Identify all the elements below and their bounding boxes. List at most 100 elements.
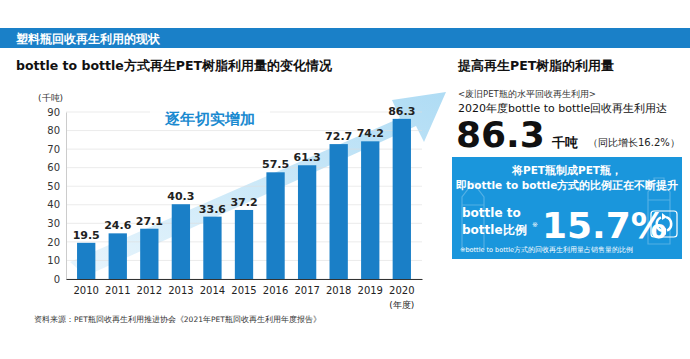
tick-label: 70 (47, 144, 60, 155)
ratio-box-bg (452, 157, 682, 259)
tick-label: 2017 (294, 285, 319, 296)
tick: 2015 (231, 279, 256, 296)
data-label: 40.3 (167, 190, 194, 203)
tick: 2018 (326, 279, 351, 296)
tick-label: 2016 (263, 285, 288, 296)
tick-label: 2012 (137, 285, 162, 296)
tick-label: 80 (47, 125, 60, 136)
bar (235, 210, 253, 279)
tick-label: 90 (47, 107, 60, 118)
icon-frame (651, 211, 677, 237)
tick-label: 60 (47, 162, 60, 173)
box-line: 将PET瓶制成PET瓶， (511, 164, 622, 176)
bar (298, 165, 316, 279)
tick: 2016 (263, 279, 288, 296)
tick: 0 (54, 274, 66, 285)
data-label: 33.6 (199, 203, 226, 216)
icon-head (662, 213, 667, 220)
page: 塑料瓶回收再生利用的现状 bottle to bottle方式再生PET树脂利用量… (0, 0, 690, 359)
tick-label: 30 (47, 218, 60, 229)
ratio-value: 15.7% (542, 205, 667, 246)
tick-label: 2013 (168, 285, 193, 296)
x-axis: 2010 2011 2012 2013 2014 2015 2016 2017 2018 2019… (67, 279, 423, 296)
tick-label: 0 (54, 274, 60, 285)
source: 资料来源：PET瓶回收再生利用推进协会《2021年PET瓶回收再生利用年度报告》 (34, 315, 321, 324)
recycle-icon (651, 211, 677, 237)
tick: 2019 (358, 279, 383, 296)
annotation: 逐年切实增加 (150, 106, 270, 130)
data-label: 19.5 (73, 229, 100, 242)
tick: 2011 (105, 279, 130, 296)
annotation-text: 逐年切实增加 (164, 110, 255, 128)
tick: 2010 (73, 279, 98, 296)
tick: 40 (47, 199, 66, 210)
data-label: 37.2 (230, 196, 257, 209)
tick: 70 (47, 144, 66, 155)
data-label: 61.3 (294, 151, 321, 164)
bar (77, 243, 95, 279)
bar (203, 217, 221, 279)
bar (266, 172, 284, 279)
tick-label: 50 (47, 181, 60, 192)
annotation-box (150, 106, 270, 130)
box-line: 即bottle to bottle方式的比例正在不断提升 (456, 179, 679, 191)
bars (77, 119, 411, 279)
x-axis-line (67, 279, 423, 280)
tick: 60 (47, 162, 66, 173)
header-band (0, 28, 690, 48)
tick: 80 (47, 125, 66, 136)
panel-subtitle: <废旧PET瓶的水平回收再生利用> (458, 89, 596, 99)
tick-label: 2011 (105, 285, 130, 296)
tick: 2012 (137, 279, 162, 296)
bar (172, 204, 190, 279)
tick-label: 10 (47, 255, 60, 266)
tick: 2013 (168, 279, 193, 296)
bar (140, 229, 158, 279)
tick: 2017 (294, 279, 319, 296)
tick: 10 (47, 255, 66, 266)
panel-title: 提高再生PET树脂的利用量 (457, 58, 614, 73)
data-label: 74.2 (357, 127, 384, 140)
ratio-mark: ※ (532, 221, 538, 229)
grid (66, 112, 422, 279)
bar (393, 119, 411, 279)
tick: 2020 (389, 279, 414, 296)
tick: 20 (47, 237, 66, 248)
tick-label: 20 (47, 237, 60, 248)
data-label: 27.1 (136, 215, 163, 228)
tick-label: 2010 (73, 285, 98, 296)
tick: 50 (47, 181, 66, 192)
header: 塑料瓶回收再生利用的现状 (15, 32, 161, 46)
tick-label: 40 (47, 199, 60, 210)
chart-title: bottle to bottle方式再生PET树脂利用量的变化情况 (16, 58, 333, 73)
ratio-box: 将PET瓶制成PET瓶， 即bottle to bottle方式的比例正在不断提升… (452, 157, 682, 259)
data-label: 24.6 (104, 219, 131, 232)
tick: 2014 (200, 279, 225, 296)
growth: （同比增长16.2%） (588, 137, 680, 148)
data-label: 86.3 (388, 105, 415, 118)
bar (361, 141, 379, 279)
tick-label: 2018 (326, 285, 351, 296)
tick-label: 2020 (389, 285, 414, 296)
data-label: 72.7 (325, 130, 352, 143)
bar (330, 144, 348, 279)
big-value: 86.3 (456, 114, 545, 155)
icon-arc (666, 216, 673, 232)
y-axis: 0 10 20 30 40 50 60 70 80 90 (47, 107, 66, 285)
y-axis-line (66, 113, 67, 280)
ratio-label: bottle比例 (462, 223, 527, 237)
data-label: 57.5 (262, 158, 289, 171)
tick: 30 (47, 218, 66, 229)
bar (109, 233, 127, 279)
ratio-label: bottle to (462, 206, 521, 220)
tick-label: 2019 (358, 285, 383, 296)
icon-arc (655, 216, 662, 232)
data-labels: 19.5 24.6 27.1 40.3 33.6 37.2 57.5 61.3 72.7 74.2… (73, 105, 416, 242)
x-axis-title: (年度) (389, 300, 414, 310)
icon-head (661, 228, 666, 235)
unit: 千吨 (551, 135, 578, 150)
tick: 90 (47, 107, 66, 118)
y-axis-title: (千吨) (38, 93, 63, 103)
tick-label: 2014 (200, 285, 225, 296)
footnote: ※bottle to bottle方式的回收再生利用量占销售量的比例 (460, 246, 633, 254)
